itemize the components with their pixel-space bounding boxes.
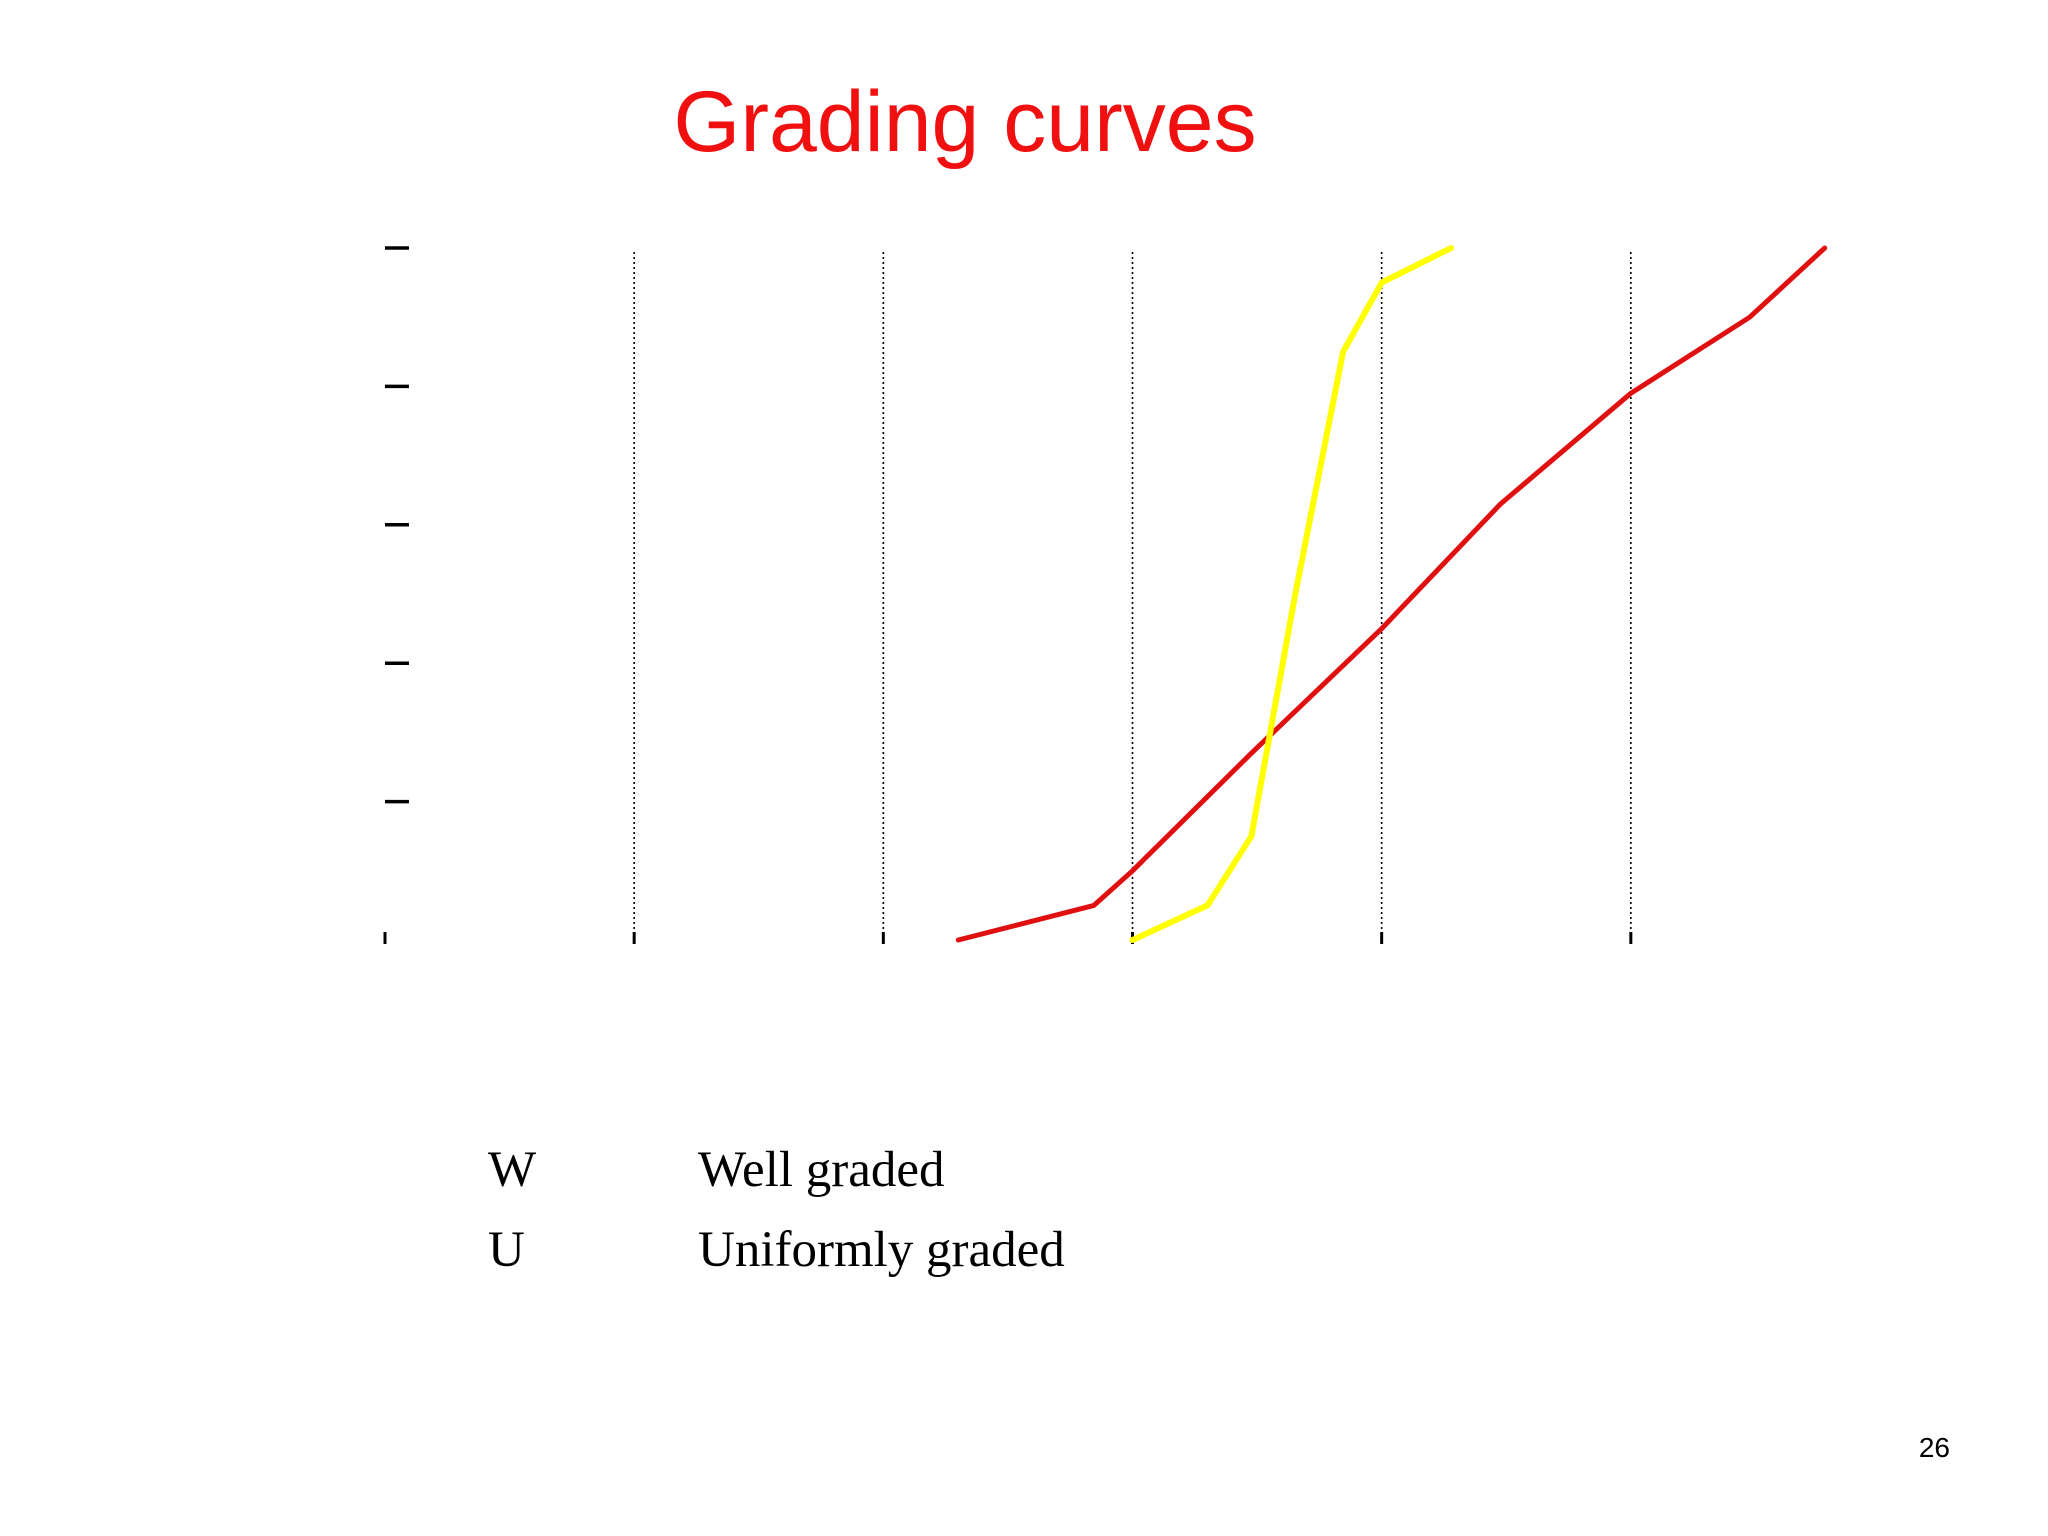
page-number: 26 <box>1918 1432 1950 1463</box>
legend-item-uniformly-graded: U Uniformly graded <box>488 1220 1065 1280</box>
axis-ticks <box>383 246 1633 944</box>
series-line-w <box>955 245 1828 943</box>
legend-code: U <box>488 1222 525 1278</box>
legend-label: Uniformly graded <box>698 1222 1065 1278</box>
series-lines <box>955 245 1828 943</box>
series-line-u <box>1129 245 1455 943</box>
slide-title: Grading curves <box>673 74 1257 170</box>
legend-item-well-graded: W Well graded <box>488 1140 945 1200</box>
grid-lines <box>633 252 1632 934</box>
legend-label: Well graded <box>698 1142 945 1198</box>
legend-code: W <box>488 1142 537 1198</box>
